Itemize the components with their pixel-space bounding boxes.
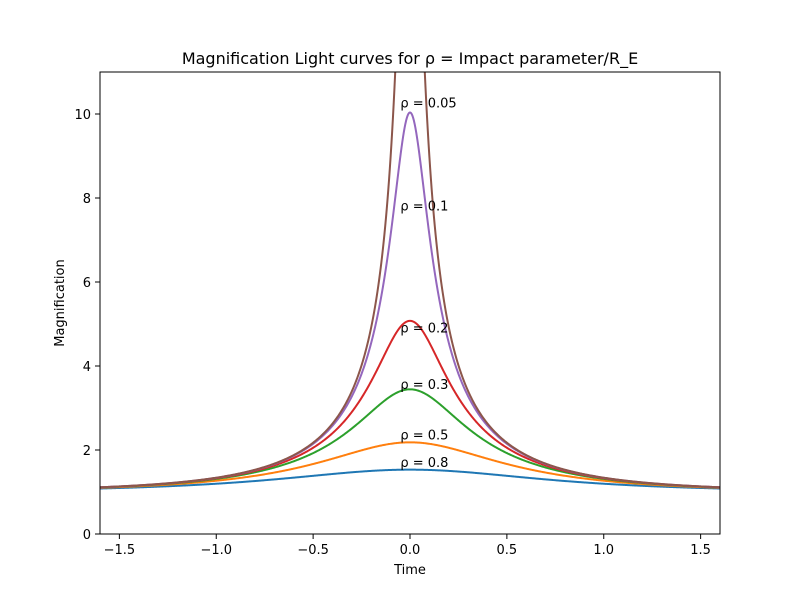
series-line-rho-0.8 [100,468,720,490]
curve-annotation: ρ = 0.3 [400,378,448,393]
x-axis-ticks: −1.5 −1.0 −0.5 0.0 0.5 1.0 1.5 [104,534,711,558]
chart-title: Magnification Light curves for ρ = Impac… [182,49,638,69]
y-tick-label: 2 [83,444,91,459]
x-tick-label: −0.5 [297,543,329,558]
x-tick-label: −1.5 [104,543,136,558]
y-tick-label: 8 [83,192,91,207]
series-line-rho-0.05 [100,72,720,489]
y-tick-label: 4 [83,360,91,375]
curve-annotation: ρ = 0.05 [400,97,456,112]
curve-annotation: ρ = 0.2 [400,321,448,336]
annotation-layer: ρ = 0.05 ρ = 0.1 ρ = 0.2 ρ = 0.3 ρ = 0.5 ρ = … [400,97,456,471]
x-tick-label: 1.0 [593,543,614,558]
x-tick-label: −1.0 [200,543,232,558]
y-axis-ticks: 0 2 4 6 8 10 [74,108,100,543]
curve-annotation: ρ = 0.1 [400,200,448,215]
series-line-rho-0.5 [100,441,720,489]
x-tick-label: 1.5 [690,543,711,558]
x-axis-label: Time [393,563,426,578]
curve-annotation: ρ = 0.8 [400,456,448,471]
y-tick-label: 0 [83,528,91,543]
x-tick-label: 0.5 [497,543,518,558]
x-tick-label: 0.0 [400,543,421,558]
y-tick-label: 6 [83,276,91,291]
series-layer [100,72,720,490]
curve-annotation: ρ = 0.5 [400,429,448,444]
y-tick-label: 10 [74,108,91,123]
y-axis-label: Magnification [53,259,68,347]
